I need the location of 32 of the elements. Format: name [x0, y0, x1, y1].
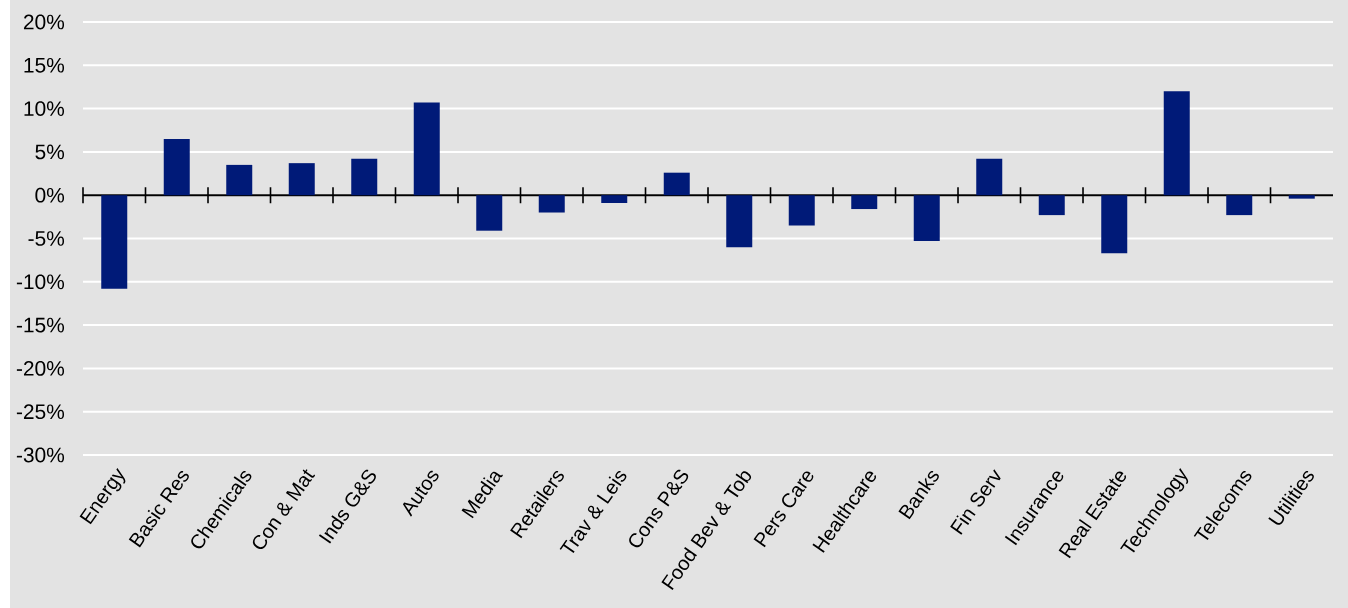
- bar: [913, 195, 940, 242]
- y-tick-label: -5%: [28, 231, 65, 246]
- bar: [163, 138, 190, 196]
- bar: [476, 195, 503, 231]
- bar: [1288, 195, 1315, 199]
- bar: [976, 158, 1003, 196]
- y-tick-label: 20%: [23, 14, 65, 30]
- y-tick-label: -15%: [16, 317, 65, 333]
- y-tick-label: 5%: [35, 144, 65, 160]
- bar: [288, 163, 315, 196]
- y-tick-label: 10%: [24, 101, 65, 116]
- y-tick-label: 15%: [24, 57, 65, 73]
- bar: [788, 195, 815, 226]
- y-tick-label: -25%: [16, 404, 65, 420]
- bar: [413, 102, 440, 196]
- y-tick-label: -30%: [16, 447, 65, 463]
- bar: [1226, 195, 1253, 216]
- y-tick-label: 0%: [35, 187, 65, 203]
- bar: [101, 195, 128, 289]
- x-tick-label: Con & Mat: [252, 469, 316, 550]
- y-tick-label: -10%: [16, 274, 65, 290]
- bar: [601, 195, 628, 203]
- bar: [726, 195, 753, 248]
- bar: [226, 164, 253, 196]
- bar: [1163, 91, 1190, 196]
- y-tick-label: -20%: [16, 360, 65, 376]
- bar: [1101, 195, 1128, 254]
- bar: [1038, 195, 1065, 216]
- bar: [663, 172, 690, 196]
- bar: [351, 158, 378, 196]
- bar: [538, 195, 565, 213]
- bar: [851, 195, 878, 210]
